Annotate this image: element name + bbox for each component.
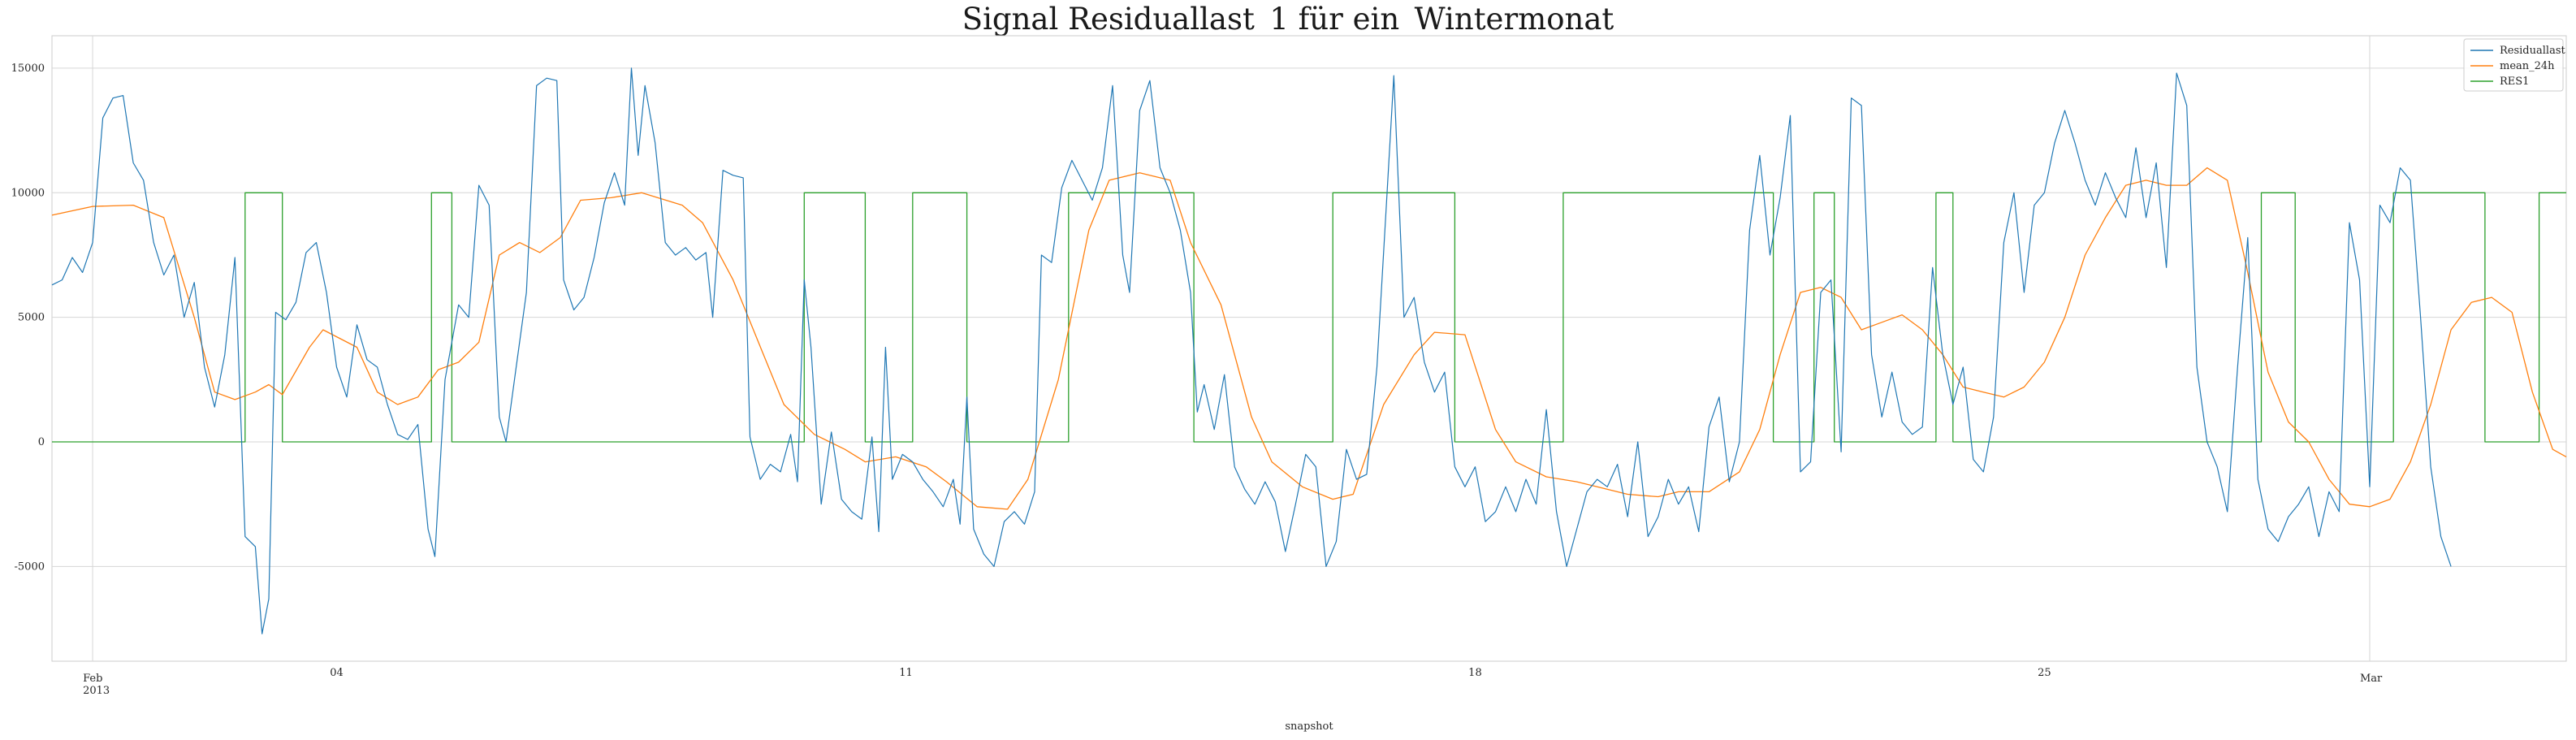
y-tick-label: 5000 <box>18 312 45 324</box>
x-tick-label: 25 <box>2038 667 2051 679</box>
x-tick-label: 18 <box>1468 667 1482 679</box>
y-tick-label: 15000 <box>11 63 45 75</box>
legend-label: Residuallast <box>2500 45 2565 57</box>
x-tick-label: Mar <box>2360 673 2383 685</box>
x-axis-label: snapshot <box>1285 721 1333 733</box>
x-tick-sublabel: 2013 <box>83 685 110 697</box>
legend: Residuallast mean_24h RES1 <box>2463 38 2565 92</box>
y-tick-label: 0 <box>38 436 45 448</box>
chart-title: Signal Residuallast_1 für ein_Wintermona… <box>962 2 1614 37</box>
legend-frame <box>2463 38 2564 92</box>
series-line-res1 <box>52 192 2566 443</box>
y-axis-ticks: -5000 0 5000 10000 15000 <box>11 63 45 573</box>
legend-label: mean_24h <box>2500 60 2555 72</box>
series-lines <box>51 67 2567 634</box>
x-tick-label: Feb <box>83 673 102 685</box>
legend-label: RES1 <box>2500 76 2529 88</box>
x-tick-label: 04 <box>330 667 344 679</box>
y-tick-label: 10000 <box>11 187 45 199</box>
x-tick-label: 11 <box>899 667 913 679</box>
series-line-mean-24h <box>51 167 2567 510</box>
plot-area <box>51 35 2567 662</box>
y-tick-label: -5000 <box>15 560 45 573</box>
series-line-residuallast <box>51 67 2452 634</box>
